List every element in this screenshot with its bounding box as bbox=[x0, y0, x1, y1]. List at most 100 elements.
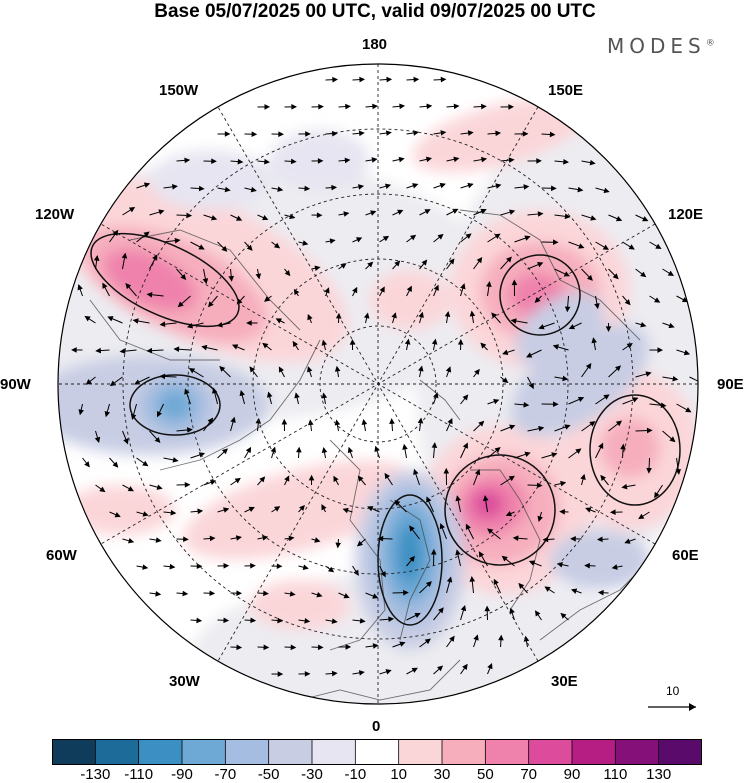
wind-vector-head bbox=[480, 208, 487, 215]
wind-vector-head bbox=[654, 491, 660, 499]
coastline bbox=[389, 499, 431, 641]
wind-vector-head bbox=[445, 366, 452, 373]
wind-vector-head bbox=[481, 156, 488, 163]
wind-vector-head bbox=[465, 523, 471, 530]
wind-vector-head bbox=[590, 215, 597, 221]
wind-vector-head bbox=[544, 586, 551, 592]
wind-vector-head bbox=[568, 324, 576, 330]
wind-vector-head bbox=[589, 159, 596, 166]
wind-vector-head bbox=[202, 278, 209, 285]
wind-vector-head bbox=[453, 103, 460, 110]
colorbar-tick-label: 110 bbox=[603, 766, 628, 783]
wind-vector-head bbox=[414, 612, 421, 618]
wind-vector-head bbox=[478, 551, 485, 558]
wind-vector-head bbox=[640, 271, 647, 278]
coastline bbox=[299, 659, 461, 701]
wind-vector-head bbox=[277, 186, 284, 192]
longitude-label-60w: 60W bbox=[46, 547, 77, 564]
wind-vector-head bbox=[358, 130, 365, 137]
streamline bbox=[129, 374, 221, 436]
wind-vector-head bbox=[564, 424, 571, 430]
wind-vector-head bbox=[307, 366, 313, 373]
wind-vector-head bbox=[589, 421, 596, 427]
wind-vector-head bbox=[331, 130, 338, 137]
wind-vector-head bbox=[146, 291, 153, 298]
wind-vector-head bbox=[469, 310, 476, 317]
anomaly-area bbox=[550, 530, 650, 590]
wind-vector-head bbox=[177, 301, 184, 308]
wind-vector-head bbox=[223, 563, 230, 569]
wind-vector-head bbox=[270, 446, 277, 453]
longitude-label-150w: 150W bbox=[159, 82, 199, 99]
wind-vector-head bbox=[615, 216, 623, 222]
wind-vector-head bbox=[358, 670, 365, 676]
wind-vector-head bbox=[502, 349, 509, 356]
wind-vector-head bbox=[223, 507, 230, 513]
wind-vector-head bbox=[399, 103, 406, 110]
wind-vector-head bbox=[534, 296, 541, 303]
wind-vector-head bbox=[409, 525, 415, 532]
wind-vector-head bbox=[443, 467, 450, 474]
colorbar-swatch bbox=[182, 739, 226, 765]
wind-vector-head bbox=[146, 347, 153, 354]
wind-vector-head bbox=[262, 342, 269, 349]
wind-vector-head bbox=[469, 575, 476, 582]
wind-vector-head bbox=[275, 318, 282, 324]
colorbar-tick-label: 30 bbox=[433, 766, 451, 783]
colorbar-swatch bbox=[138, 739, 183, 765]
wind-vector-head bbox=[304, 185, 311, 192]
wind-vector-head bbox=[509, 209, 516, 215]
wind-vector-head bbox=[495, 183, 502, 189]
wind-vector-head bbox=[465, 233, 472, 240]
wind-vector-head bbox=[537, 515, 543, 522]
longitude-label-120e: 120E bbox=[668, 206, 704, 223]
wind-vector-head bbox=[562, 375, 569, 382]
wind-vector-head bbox=[391, 312, 397, 319]
wind-vector-head bbox=[198, 185, 205, 192]
wind-vector-head bbox=[478, 420, 485, 427]
wind-vector-head bbox=[335, 542, 341, 549]
colorbar-swatch bbox=[95, 739, 139, 765]
longitude-label-30w: 30W bbox=[169, 673, 200, 690]
longitude-label-120w: 120W bbox=[35, 206, 75, 223]
wind-vector-head bbox=[304, 671, 311, 677]
longitude-label-150e: 150E bbox=[548, 82, 584, 99]
wind-vector-head bbox=[409, 555, 415, 563]
anomaly-area bbox=[103, 249, 197, 311]
wind-vector-head bbox=[612, 273, 619, 280]
wind-vector-head bbox=[371, 157, 378, 163]
colorbar-tick-label: 70 bbox=[520, 766, 537, 783]
colorbar-swatch bbox=[225, 739, 269, 765]
wind-vector-head bbox=[345, 644, 352, 650]
wind-vector-head bbox=[457, 338, 464, 345]
wind-vector-head bbox=[169, 563, 176, 570]
wind-vector-head bbox=[510, 318, 517, 324]
wind-vector-head bbox=[174, 237, 181, 244]
wind-vector-head bbox=[509, 607, 515, 614]
wind-vector-head bbox=[278, 131, 284, 137]
coastline bbox=[129, 229, 301, 331]
wind-vector-head bbox=[621, 483, 628, 490]
anomaly-area bbox=[510, 323, 650, 437]
wind-vector-head bbox=[361, 419, 368, 426]
wind-vector-head bbox=[537, 211, 544, 217]
wind-vector-head bbox=[197, 508, 204, 515]
wind-vector-head bbox=[522, 131, 529, 137]
wind-vector-head bbox=[198, 244, 205, 250]
wind-vector-head bbox=[384, 472, 390, 480]
wind-vector-head bbox=[234, 477, 241, 484]
wind-vector-head bbox=[231, 344, 239, 350]
wind-vector-head bbox=[397, 209, 404, 215]
wind-vector-head bbox=[125, 283, 132, 290]
wind-vector-head bbox=[316, 592, 323, 598]
wind-vector-head bbox=[455, 495, 461, 502]
wind-vector-head bbox=[597, 589, 604, 596]
coastline bbox=[89, 299, 220, 361]
wind-vector-head bbox=[355, 237, 363, 243]
wind-vector-head bbox=[363, 312, 370, 319]
wind-vector-head bbox=[296, 446, 302, 453]
colorbar-tick-label: 10 bbox=[390, 766, 407, 783]
wind-vector-head bbox=[538, 324, 545, 330]
wind-vector-head bbox=[107, 316, 114, 322]
wind-vector-head bbox=[389, 418, 395, 424]
